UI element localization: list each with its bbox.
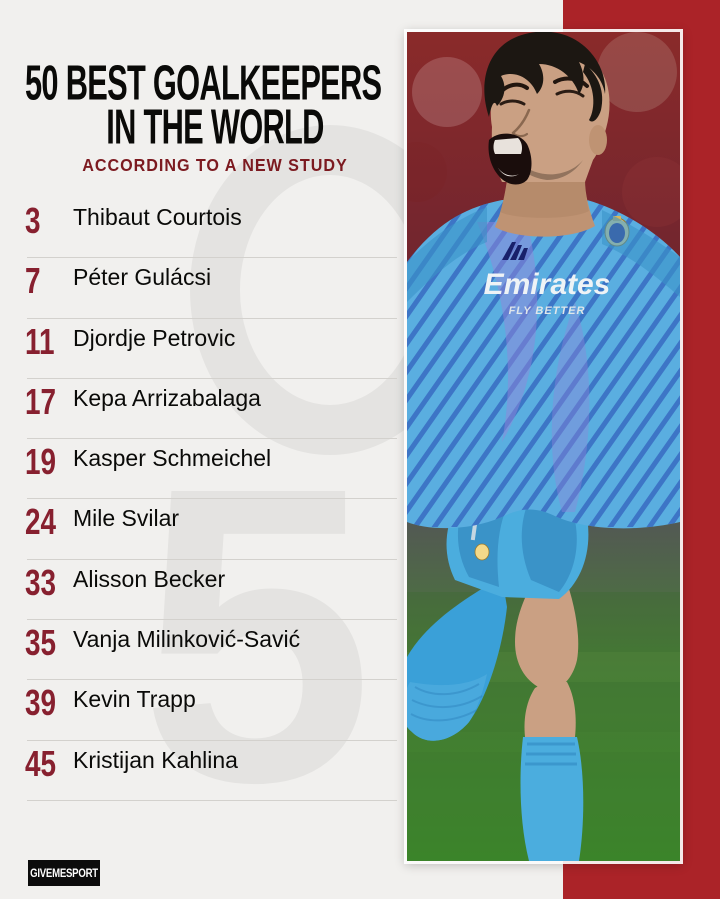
svg-text:FLY BETTER: FLY BETTER xyxy=(509,305,586,317)
svg-text:Emirates: Emirates xyxy=(484,268,611,301)
